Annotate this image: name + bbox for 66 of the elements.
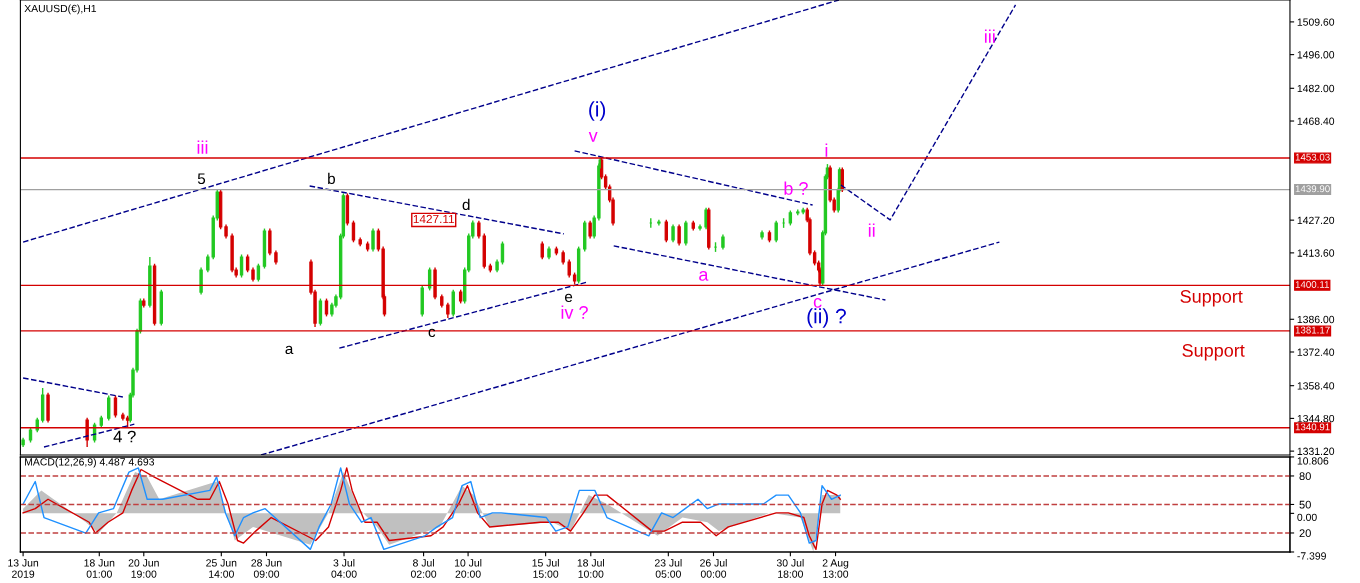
annotation: i <box>825 143 828 157</box>
y2-tick-label: 80 <box>1299 472 1311 481</box>
x-tick-label: 25 Jun 14:00 <box>206 559 237 578</box>
candlestick <box>657 218 661 227</box>
y-tick-label: 0.00 <box>1297 513 1317 522</box>
y-tick-label: 1482.00 <box>1297 84 1335 93</box>
annotation: a <box>285 345 294 355</box>
y-tick-label: 1496.00 <box>1297 51 1335 59</box>
annotation: 4 ? <box>113 430 136 443</box>
x-tick-label: 8 Jul 02:00 <box>410 558 437 578</box>
x-tick-label: 13 Jun 2019 <box>8 559 39 578</box>
y-tick-label: 1386.00 <box>1297 315 1335 324</box>
y-tick-label: 10.806 <box>1297 457 1329 465</box>
ref-line-label: 1381.17 <box>1295 326 1330 334</box>
chart-title: MACD(12,26,9) 4.487 4.693 <box>25 457 155 468</box>
annotation: (ii) ? <box>807 308 846 328</box>
y2-tick-label: 50 <box>1299 500 1311 509</box>
y-tick-label: -7.399 <box>1297 552 1326 560</box>
x-tick-label: 20 Jun 19:00 <box>128 559 159 578</box>
y-tick-label: 1372.40 <box>1297 348 1335 356</box>
x-tick-label: 23 Jul 05:00 <box>654 558 682 578</box>
x-tick-label: 10 Jul 20:00 <box>454 558 482 578</box>
x-tick-label: 28 Jun 09:00 <box>251 559 282 578</box>
y-tick-label: 1413.60 <box>1297 249 1335 257</box>
x-tick-label: 26 Jul 00:00 <box>700 558 727 578</box>
candlestick <box>451 288 455 318</box>
annotation: c <box>428 328 436 338</box>
x-tick-label: 30 Jul 18:00 <box>776 558 804 578</box>
annotation: 5 <box>197 173 206 185</box>
annotation: Support <box>1180 290 1243 307</box>
y-tick-label: 1468.40 <box>1297 117 1335 125</box>
candlestick <box>707 206 711 251</box>
x-tick-label: 3 Jul 04:00 <box>331 558 357 578</box>
ref-line-label: 1340.91 <box>1295 423 1330 431</box>
annotation: ii <box>868 223 875 237</box>
annotation: c <box>813 297 822 308</box>
annotation: v <box>588 132 598 142</box>
y-tick-label: 1344.80 <box>1297 414 1335 423</box>
annotation: b <box>328 172 335 185</box>
annotation: Support <box>1182 344 1245 361</box>
y2-tick-label: 20 <box>1299 529 1311 538</box>
annotation: (i) <box>589 101 606 121</box>
annotation: e <box>564 293 573 303</box>
y-tick-label: 1358.40 <box>1297 382 1335 390</box>
annotation: d <box>462 198 470 211</box>
annotation: a <box>699 270 709 281</box>
x-tick-label: 18 Jul 10:00 <box>577 558 604 578</box>
candlestick <box>420 284 424 318</box>
x-tick-label: 15 Jul 15:00 <box>532 558 559 578</box>
candlestick <box>583 219 587 253</box>
annotation: iii <box>984 29 995 43</box>
ref-line-label: 1400.11 <box>1295 281 1329 288</box>
x-tick-label: 18 Jun 01:00 <box>84 559 115 578</box>
chart-title: XAUUSD(€),H1 <box>24 4 97 15</box>
x-tick-label: 2 Aug 13:00 <box>822 559 849 578</box>
annotation: iv ? <box>561 305 588 319</box>
candlestick <box>107 394 111 422</box>
annotation: b ? <box>784 181 808 195</box>
y-tick-label: 1427.20 <box>1297 216 1335 225</box>
candlestick <box>774 219 778 243</box>
y-tick-label: 1509.60 <box>1297 18 1335 26</box>
y-tick-label: 1331.20 <box>1297 447 1335 455</box>
annotation: iii <box>197 140 208 154</box>
ref-line-label: 1439.90 <box>1295 185 1330 193</box>
annotation: 1427.11 <box>413 214 455 224</box>
ref-line-label: 1453.03 <box>1295 153 1330 161</box>
